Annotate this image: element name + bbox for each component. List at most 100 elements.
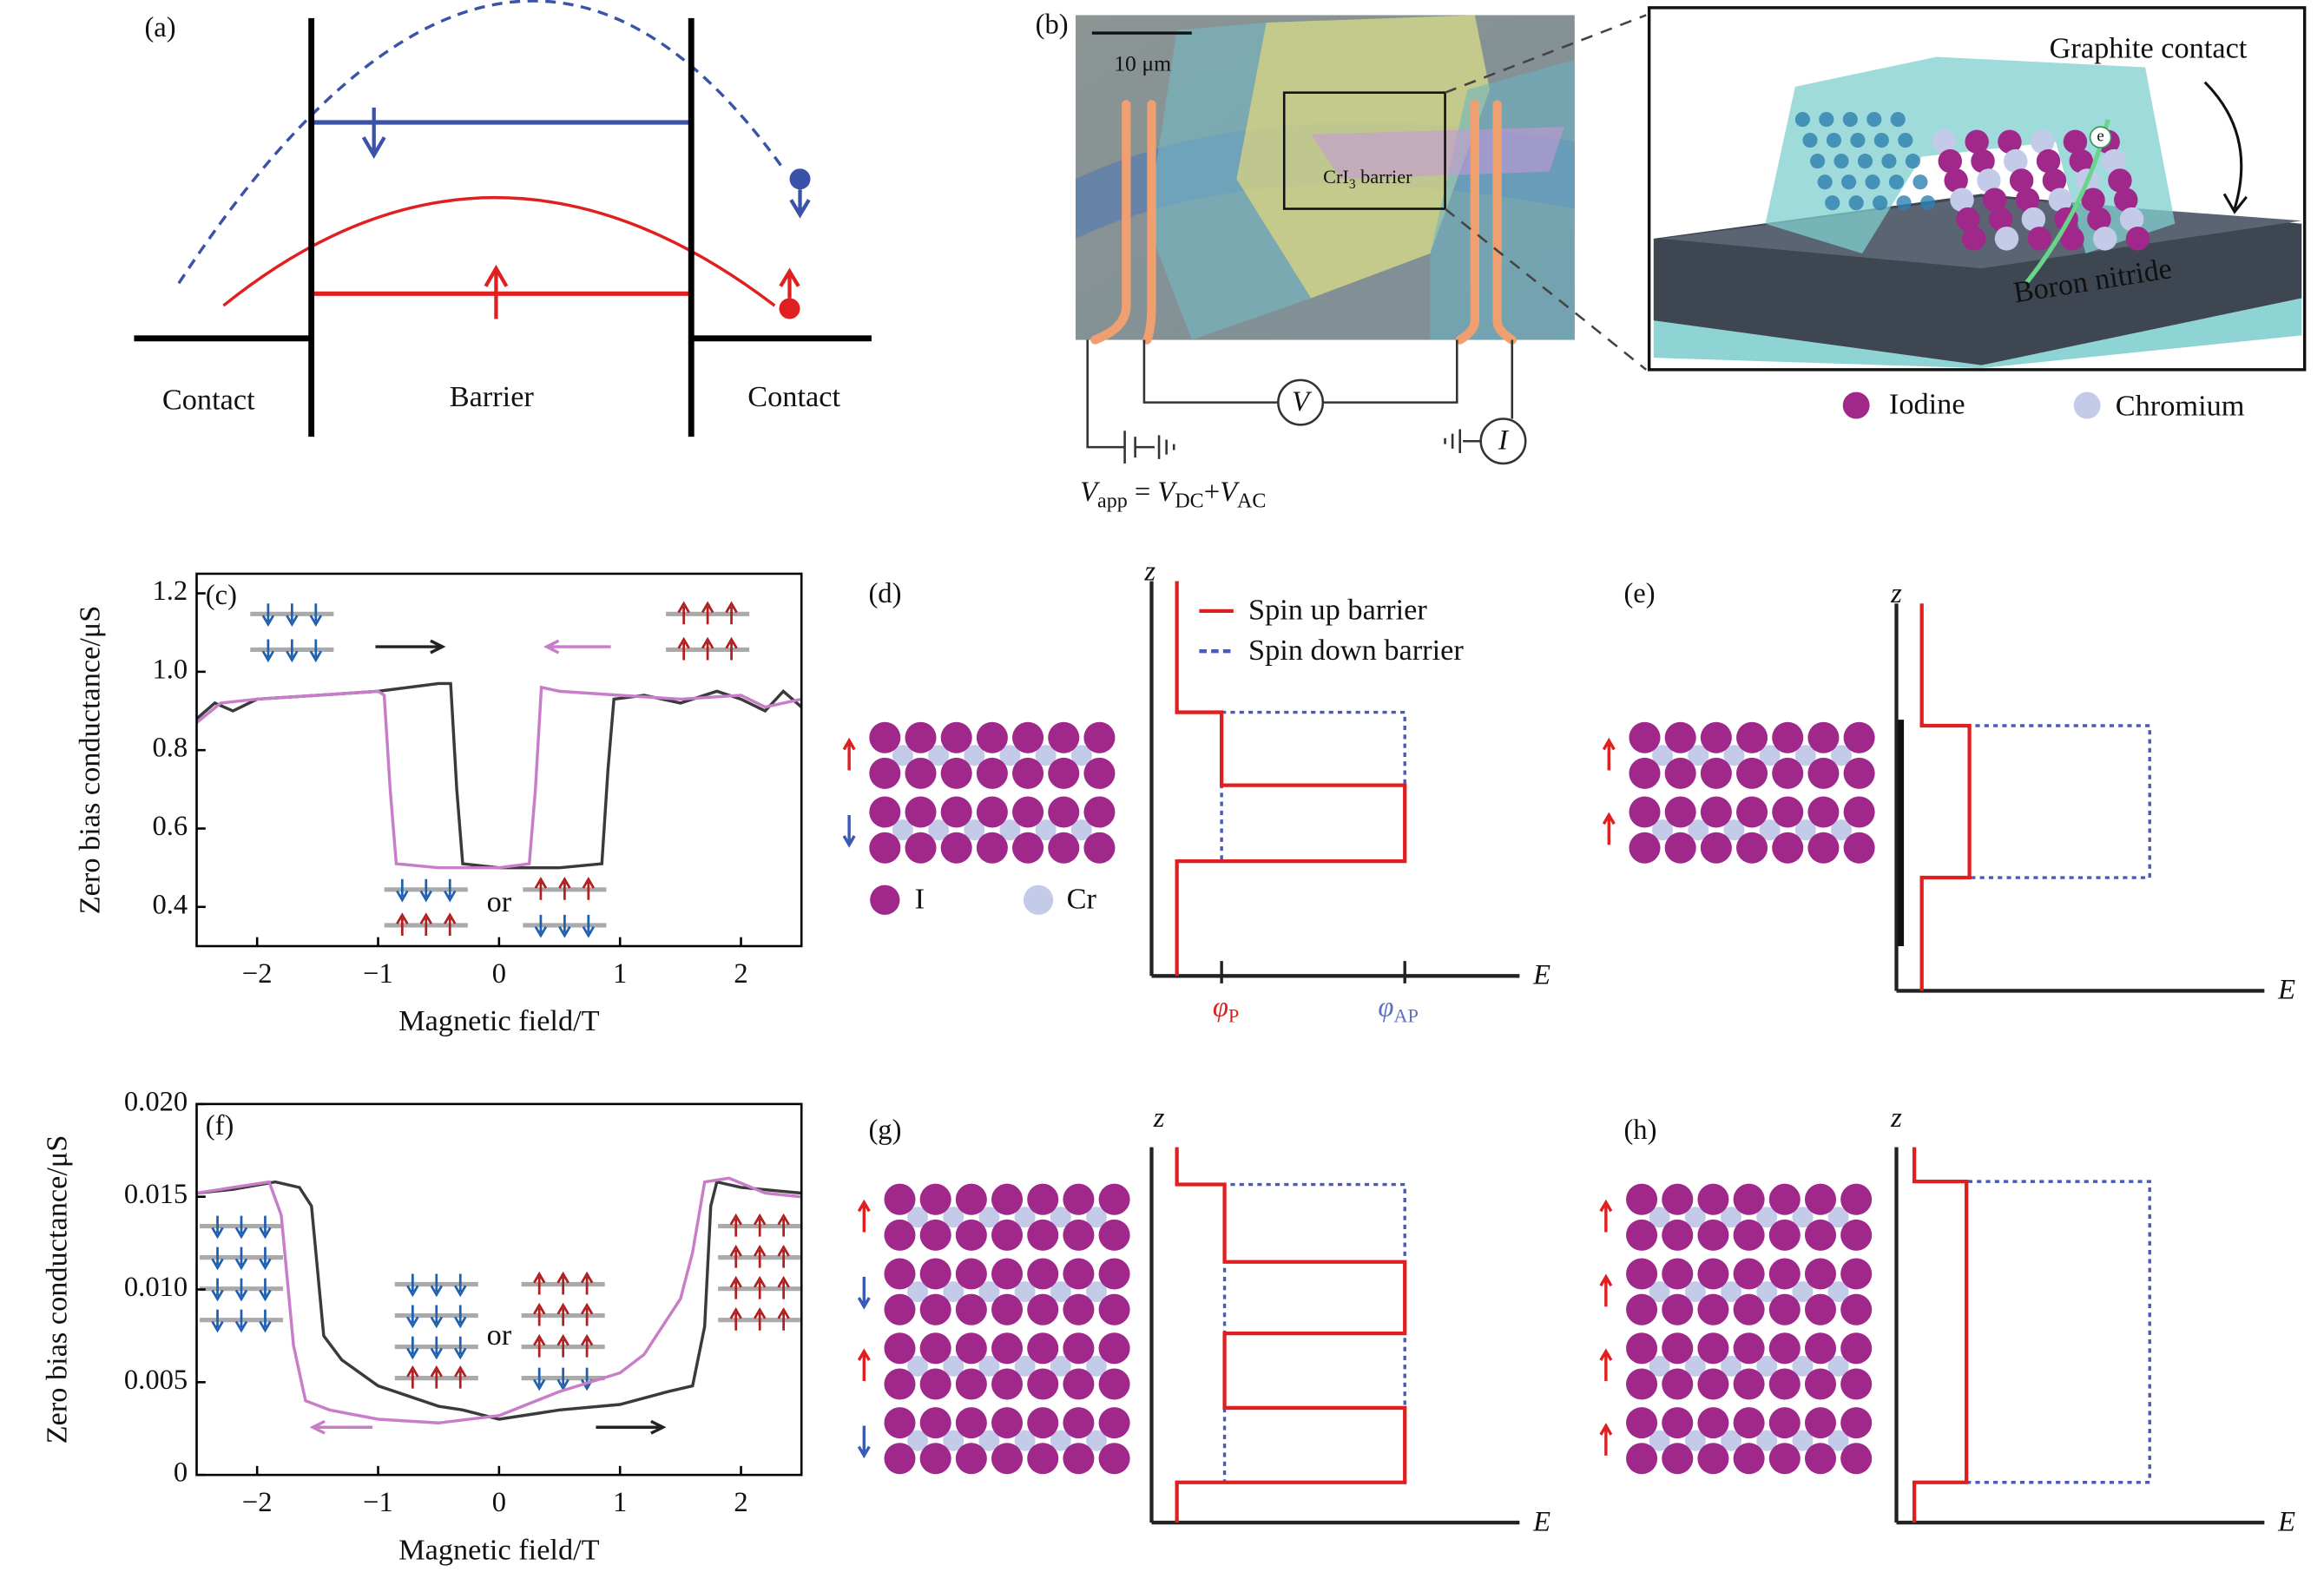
iodine-atom bbox=[1626, 1443, 1658, 1475]
spin-up-profile bbox=[1175, 581, 1407, 977]
axis-label: E bbox=[1532, 959, 1550, 990]
atom bbox=[2030, 129, 2055, 155]
text: CrI bbox=[1323, 166, 1349, 187]
chromium-atom bbox=[907, 1207, 929, 1228]
iodine-atom bbox=[1768, 1407, 1801, 1439]
iodine-atom bbox=[1804, 1443, 1837, 1475]
iodine-atom bbox=[1048, 796, 1080, 828]
x-tick-label: −2 bbox=[242, 1487, 273, 1518]
iodine-atom bbox=[1012, 721, 1044, 753]
iodine-atom bbox=[955, 1219, 987, 1251]
text: barrier bbox=[1356, 166, 1413, 187]
chromium-atom bbox=[1688, 819, 1709, 841]
iodine-atom bbox=[1697, 1443, 1729, 1475]
chromium-atom bbox=[907, 1355, 929, 1377]
chromium-atom bbox=[1070, 819, 1092, 841]
subscript: app bbox=[1097, 490, 1128, 512]
iodine-atom bbox=[1662, 1293, 1694, 1325]
chromium-atom bbox=[1827, 1355, 1849, 1377]
spin-arrow bbox=[556, 1302, 569, 1326]
atom bbox=[1919, 195, 1936, 211]
atom bbox=[1857, 154, 1873, 169]
iodine-atom bbox=[1843, 757, 1875, 789]
atom bbox=[2081, 187, 2105, 212]
spin-arrow bbox=[484, 264, 509, 319]
spin-arrow bbox=[534, 877, 548, 900]
iodine-atom bbox=[1662, 1407, 1694, 1439]
iodine-atom bbox=[1733, 1219, 1765, 1251]
atom bbox=[1962, 227, 1986, 251]
spin-down-curve bbox=[177, 0, 784, 285]
iodine-atom bbox=[1048, 721, 1080, 753]
iodine-atom bbox=[905, 721, 937, 753]
iodine-atom bbox=[1733, 1443, 1765, 1475]
region-label: Contact bbox=[747, 380, 840, 413]
spin-arrow bbox=[556, 1333, 569, 1358]
y-tick-label: 0.6 bbox=[152, 811, 188, 842]
iodine-atom bbox=[1664, 721, 1696, 753]
chromium-atom bbox=[1827, 1281, 1849, 1303]
spin-arrow bbox=[580, 1271, 594, 1295]
panel-b: (b) 10 μm CrI3 barrier V I Vapp = VDC+VA… bbox=[1036, 6, 2307, 512]
chromium-atom bbox=[1756, 1430, 1778, 1451]
iodine-atom bbox=[1768, 1293, 1801, 1325]
atom bbox=[1848, 195, 1864, 211]
pointer-arrow bbox=[2203, 81, 2248, 214]
x-tick-label: 1 bbox=[613, 958, 627, 990]
iodine-atom bbox=[1768, 1219, 1801, 1251]
spin-arrow bbox=[454, 1365, 467, 1389]
iodine-atom bbox=[955, 1368, 987, 1400]
iodine-atom bbox=[991, 1407, 1024, 1439]
atom bbox=[1905, 154, 1920, 169]
chromium-atom bbox=[1794, 745, 1816, 766]
atom bbox=[1873, 133, 1889, 148]
phi-label: φP bbox=[1213, 992, 1239, 1026]
atom bbox=[2015, 187, 2040, 212]
panel-label: (c) bbox=[206, 580, 237, 611]
spin-arrow bbox=[234, 1215, 248, 1240]
spin-arrow bbox=[234, 1309, 248, 1333]
ammeter-label: I bbox=[1498, 424, 1510, 456]
axis-label: E bbox=[2277, 975, 2295, 1006]
panel-label: (g) bbox=[868, 1115, 901, 1146]
iodine-atom bbox=[940, 721, 972, 753]
chromium-atom bbox=[943, 1355, 964, 1377]
axis-label: z bbox=[1143, 556, 1155, 587]
x-axis-label: Magnetic field/T bbox=[398, 1533, 600, 1566]
flake bbox=[1147, 23, 1312, 340]
spin-arrow bbox=[1599, 1199, 1613, 1233]
chromium-atom bbox=[928, 745, 950, 766]
iodine-atom bbox=[991, 1368, 1024, 1400]
region-label: Barrier bbox=[450, 380, 535, 413]
spin-arrow bbox=[261, 603, 275, 628]
iodine-atom bbox=[1626, 1183, 1658, 1215]
chromium-atom bbox=[978, 1281, 1000, 1303]
chromium-atom bbox=[1756, 1281, 1778, 1303]
iodine-atom bbox=[919, 1332, 951, 1365]
spin-arrow bbox=[580, 1302, 594, 1326]
chromium-atom bbox=[892, 819, 913, 841]
boron-nitride bbox=[1653, 298, 2302, 369]
spin-arrow bbox=[725, 601, 738, 625]
legend-label: Cr bbox=[1067, 882, 1097, 915]
iodine-atom bbox=[1048, 757, 1080, 789]
iodine-atom bbox=[1768, 1332, 1801, 1365]
spin-arrow bbox=[533, 1271, 546, 1295]
iodine-atom bbox=[1626, 1332, 1658, 1365]
chromium-atom bbox=[1827, 1207, 1849, 1228]
y-tick-label: 0.010 bbox=[124, 1272, 188, 1303]
iodine-atom bbox=[1733, 1332, 1765, 1365]
atom bbox=[1802, 133, 1818, 148]
atom bbox=[2087, 207, 2111, 232]
spin-arrow bbox=[753, 1275, 767, 1299]
spin-arrow bbox=[309, 603, 322, 628]
iodine-atom bbox=[1027, 1368, 1059, 1400]
iodine-atom bbox=[1804, 1219, 1837, 1251]
chromium-atom bbox=[1830, 819, 1853, 841]
iodine-atom bbox=[940, 832, 972, 864]
iodine-atom bbox=[1840, 1407, 1873, 1439]
iodine-atom bbox=[976, 832, 1008, 864]
iodine-atom bbox=[1664, 796, 1696, 828]
iodine-atom bbox=[1804, 1332, 1837, 1365]
atom bbox=[1913, 174, 1928, 190]
